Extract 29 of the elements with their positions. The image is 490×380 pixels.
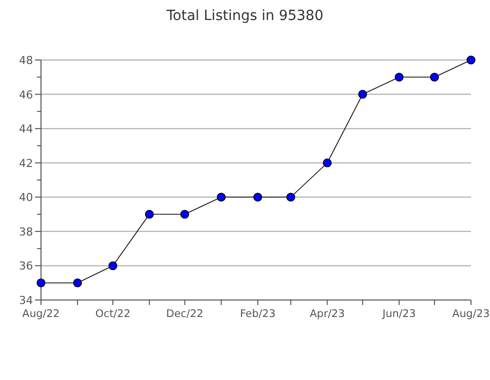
point [253,192,262,202]
point [36,278,46,288]
point [466,56,476,64]
x-tick-label: Apr/23 [310,308,345,320]
x-tick-label: Feb/23 [240,308,276,320]
y-tick-label: 34 [19,294,33,307]
y-tick-label: 36 [19,260,33,273]
point [108,261,118,270]
y-tick-label: 48 [19,54,33,67]
x-tick-label: Oct/22 [95,308,130,320]
x-tick-label: Aug/22 [22,308,60,320]
y-tick-label: 42 [19,156,33,170]
point [430,72,439,82]
point [394,72,404,82]
x-tick-label: Dec/22 [166,308,204,320]
point [286,192,296,202]
y-tick-label: 38 [19,225,33,238]
x-tick-label: Aug/23 [452,308,490,320]
point [73,278,82,288]
point [144,210,154,219]
y-tick-label: 44 [19,122,33,136]
y-tick-label: 40 [19,191,33,204]
y-tick-label: 46 [19,88,33,102]
point [180,210,190,219]
point [358,90,368,99]
point [322,158,332,168]
x-tick-label: Jun/23 [381,308,416,320]
chart-title: Total Listings in 95380 [166,8,324,24]
point [216,192,226,202]
